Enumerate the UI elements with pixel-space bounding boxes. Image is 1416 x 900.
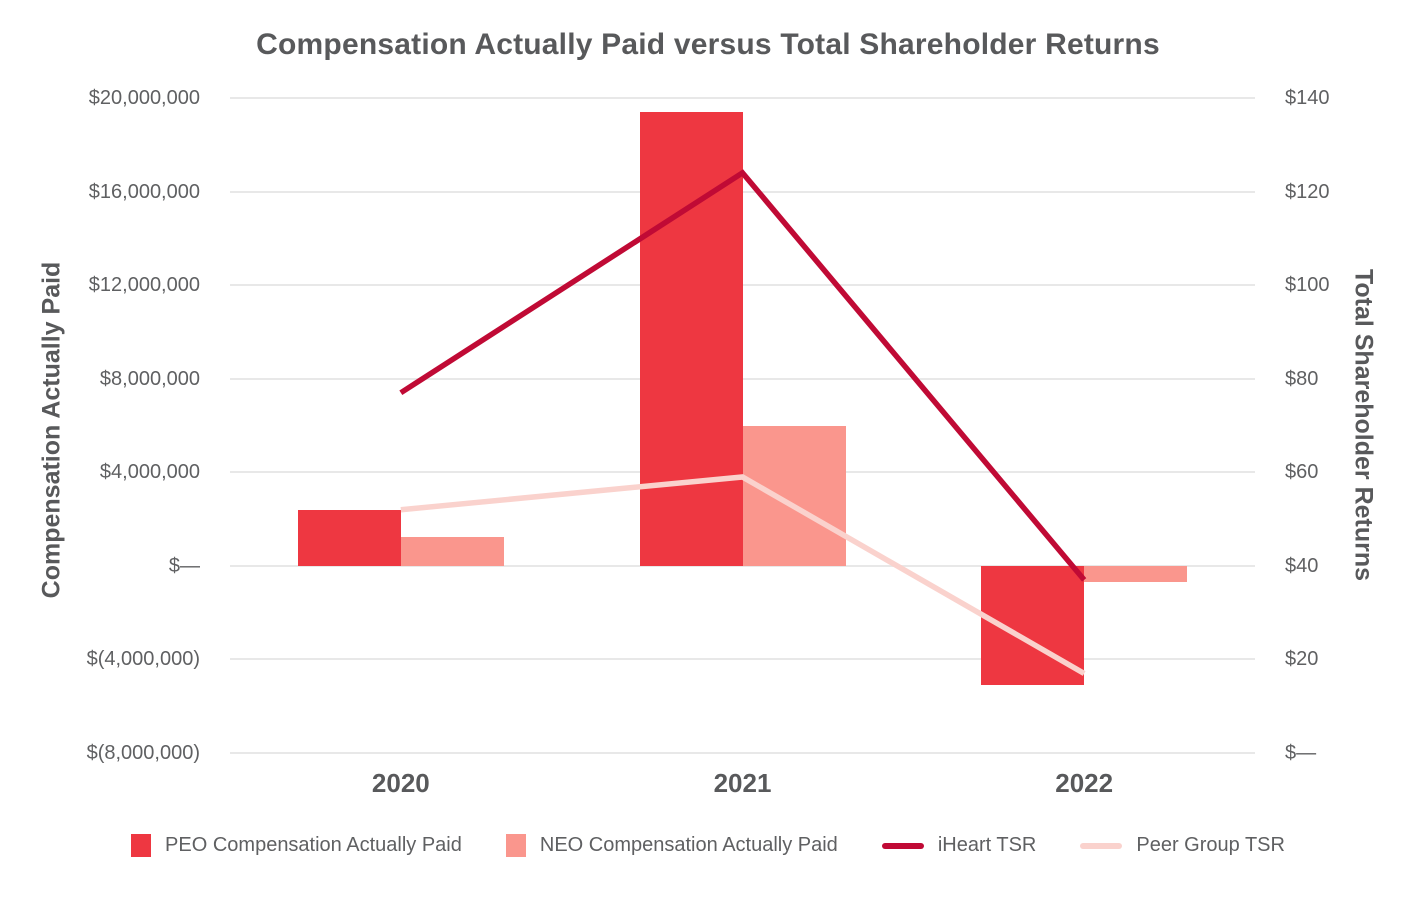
right-axis-tick: $140 xyxy=(1285,87,1330,109)
bar-neo-compensation-actually-paid-2020 xyxy=(400,536,504,566)
bar-peo-compensation-actually-paid-2020 xyxy=(297,509,401,566)
legend-swatch-neo-compensation-actually-paid xyxy=(505,834,526,857)
right-axis-tick: $120 xyxy=(1285,180,1330,203)
gridline xyxy=(230,377,1255,380)
legend-swatch-iheart-tsr xyxy=(881,842,924,849)
right-axis-tick: $20 xyxy=(1285,648,1319,671)
left-axis-tick: $(8,000,000) xyxy=(86,742,200,764)
legend-item-peo-compensation-actually-paid: PEO Compensation Actually Paid xyxy=(131,834,462,857)
legend-label: NEO Compensation Actually Paid xyxy=(539,834,838,856)
tsr-lines xyxy=(399,169,1087,676)
legend-swatch-peer-group-tsr xyxy=(1080,842,1123,849)
left-axis-tick: $20,000,000 xyxy=(88,87,200,109)
legend-item-iheart-tsr: iHeart TSR xyxy=(881,834,1037,857)
gridline xyxy=(230,658,1255,661)
left-axis-title: Compensation Actually Paid xyxy=(37,261,66,599)
right-axis-title: Total Shareholder Returns xyxy=(1349,268,1378,582)
legend-label: PEO Compensation Actually Paid xyxy=(165,834,462,856)
left-axis-tick: $8,000,000 xyxy=(99,367,200,390)
bar-neo-compensation-actually-paid-2021 xyxy=(742,425,846,566)
gridline xyxy=(230,752,1255,754)
legend-swatch-peo-compensation-actually-paid xyxy=(131,834,152,857)
bar-neo-compensation-actually-paid-2022 xyxy=(1084,565,1188,583)
right-axis-tick: $80 xyxy=(1285,367,1319,390)
line-iheart-tsr xyxy=(399,169,1087,582)
legend-label: Peer Group TSR xyxy=(1136,834,1285,856)
right-axis-tick: $40 xyxy=(1285,554,1319,577)
legend-item-neo-compensation-actually-paid: NEO Compensation Actually Paid xyxy=(505,834,838,857)
left-axis-tick: $16,000,000 xyxy=(88,180,200,203)
gridline xyxy=(230,284,1255,287)
plot-area xyxy=(230,97,1255,754)
left-axis-tick: $(4,000,000) xyxy=(86,648,200,671)
line-peer-group-tsr xyxy=(400,474,1086,676)
left-axis-tick: $4,000,000 xyxy=(99,461,200,484)
x-axis-label-2020: 2020 xyxy=(371,768,430,798)
gridline xyxy=(230,190,1255,193)
gridline xyxy=(230,97,1255,99)
right-axis-tick: $— xyxy=(1285,742,1317,764)
chart-title: Compensation Actually Paid versus Total … xyxy=(256,28,1160,61)
right-axis-tick: $100 xyxy=(1285,274,1330,297)
legend-label: iHeart TSR xyxy=(937,834,1037,856)
legend-item-peer-group-tsr: Peer Group TSR xyxy=(1080,834,1285,857)
left-axis-tick: $— xyxy=(168,554,200,577)
gridline xyxy=(230,564,1255,567)
right-axis-tick: $60 xyxy=(1285,461,1319,484)
left-axis-tick: $12,000,000 xyxy=(88,274,200,297)
x-axis-label-2022: 2022 xyxy=(1055,768,1114,798)
legend: PEO Compensation Actually Paid NEO Compen… xyxy=(0,834,1416,857)
x-axis-label-2021: 2021 xyxy=(713,768,772,798)
bar-peo-compensation-actually-paid-2021 xyxy=(639,112,743,566)
